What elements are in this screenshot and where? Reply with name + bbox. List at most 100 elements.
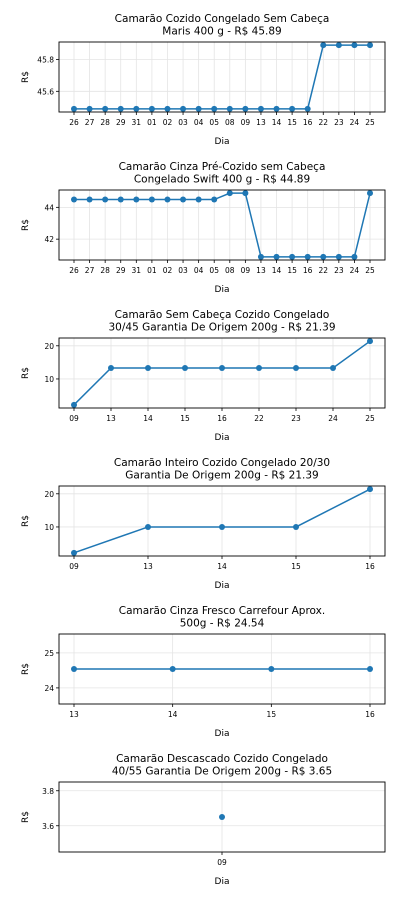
x-tick-label: 23 xyxy=(334,118,344,127)
data-point xyxy=(320,253,327,260)
data-point xyxy=(164,196,171,203)
x-tick-label: 13 xyxy=(106,414,116,423)
x-tick-label: 16 xyxy=(365,562,375,571)
data-point xyxy=(102,105,109,112)
x-tick-label: 15 xyxy=(287,118,297,127)
x-tick-label: 02 xyxy=(163,266,173,275)
x-tick-label: 25 xyxy=(365,414,375,423)
x-tick-label: 24 xyxy=(350,266,360,275)
x-tick-label: 09 xyxy=(217,858,227,867)
data-point xyxy=(226,105,233,112)
x-axis-label: Dia xyxy=(215,433,230,443)
y-axis-label: R$ xyxy=(21,71,31,83)
chart-3: Camarão Sem Cabeça Cozido Congelado 30/45… xyxy=(21,309,386,443)
data-point xyxy=(289,253,296,260)
data-point xyxy=(71,401,77,408)
data-point xyxy=(86,105,93,112)
data-point xyxy=(304,105,311,112)
x-axis-label: Dia xyxy=(215,581,230,591)
x-tick-label: 02 xyxy=(163,118,173,127)
data-point xyxy=(108,365,114,372)
plot-frame xyxy=(58,41,386,113)
data-point xyxy=(102,196,109,203)
data-point xyxy=(145,523,151,530)
y-axis-label: R$ xyxy=(21,811,31,823)
data-point xyxy=(367,486,373,493)
x-tick-label: 22 xyxy=(318,266,328,275)
data-point xyxy=(367,338,373,345)
x-tick-label: 16 xyxy=(365,710,375,719)
x-tick-label: 04 xyxy=(194,266,204,275)
x-tick-label: 09 xyxy=(69,562,79,571)
x-tick-label: 29 xyxy=(116,118,126,127)
data-point xyxy=(71,196,77,203)
x-tick-label: 15 xyxy=(287,266,297,275)
x-tick-label: 31 xyxy=(132,266,142,275)
y-tick-label: 3.6 xyxy=(42,822,54,831)
x-axis-label: Dia xyxy=(215,137,230,147)
data-point xyxy=(145,365,151,372)
data-point xyxy=(367,42,373,49)
data-point xyxy=(117,196,124,203)
x-axis-label: Dia xyxy=(215,877,230,887)
data-point xyxy=(219,365,225,372)
grid xyxy=(59,338,385,408)
data-point xyxy=(195,196,202,203)
x-tick-label: 22 xyxy=(254,414,264,423)
data-point xyxy=(367,666,373,672)
x-tick-label: 05 xyxy=(209,118,219,127)
data-point xyxy=(293,365,299,372)
data-point xyxy=(367,190,373,197)
y-axis-label: R$ xyxy=(21,515,31,527)
x-tick-label: 31 xyxy=(132,118,142,127)
x-tick-label: 08 xyxy=(225,266,235,275)
data-point xyxy=(180,196,187,203)
x-tick-label: 03 xyxy=(178,266,188,275)
y-tick-label: 20 xyxy=(44,490,54,499)
x-tick-label: 24 xyxy=(328,414,338,423)
data-point xyxy=(273,105,280,112)
data-point xyxy=(293,523,299,530)
data-point xyxy=(180,105,187,112)
chart-title: Camarão Descascado Cozido Congelado 40/55… xyxy=(112,753,332,778)
series-line xyxy=(74,44,370,110)
y-tick-label: 25 xyxy=(44,649,54,658)
grid xyxy=(59,42,385,112)
x-tick-label: 23 xyxy=(334,266,344,275)
x-tick-label: 27 xyxy=(85,118,95,127)
x-tick-label: 01 xyxy=(147,118,157,127)
grid xyxy=(59,190,385,260)
chart-title: Camarão Cinza Fresco Carrefour Aprox. 500… xyxy=(119,605,325,630)
y-tick-label: 20 xyxy=(44,342,54,351)
data-point xyxy=(133,196,140,203)
data-point xyxy=(182,365,188,372)
y-axis-label: R$ xyxy=(21,663,31,675)
data-point xyxy=(268,666,275,672)
x-tick-label: 14 xyxy=(272,266,282,275)
chart-2: Camarão Cinza Pré-Cozido sem Cabeça Conge… xyxy=(21,161,386,295)
chart-5: Camarão Cinza Fresco Carrefour Aprox. 500… xyxy=(21,605,386,739)
data-point xyxy=(71,549,77,556)
x-tick-label: 22 xyxy=(318,118,328,127)
y-tick-label: 10 xyxy=(44,375,54,384)
x-tick-label: 15 xyxy=(267,710,277,719)
x-tick-label: 16 xyxy=(303,266,313,275)
x-tick-label: 26 xyxy=(69,266,79,275)
x-tick-label: 26 xyxy=(69,118,79,127)
chart-title: Camarão Cinza Pré-Cozido sem Cabeça Conge… xyxy=(119,161,326,186)
x-tick-label: 14 xyxy=(143,414,153,423)
x-tick-label: 25 xyxy=(365,118,375,127)
x-tick-label: 13 xyxy=(256,266,266,275)
data-point xyxy=(219,523,225,530)
data-point xyxy=(289,105,296,112)
data-point xyxy=(256,365,262,372)
x-tick-label: 08 xyxy=(225,118,235,127)
series-line xyxy=(74,192,371,258)
x-tick-label: 16 xyxy=(303,118,313,127)
x-tick-label: 15 xyxy=(180,414,190,423)
grid xyxy=(59,486,385,556)
x-tick-label: 27 xyxy=(85,266,95,275)
data-point xyxy=(86,196,93,203)
chart-title: Camarão Sem Cabeça Cozido Congelado 30/45… xyxy=(109,309,336,334)
